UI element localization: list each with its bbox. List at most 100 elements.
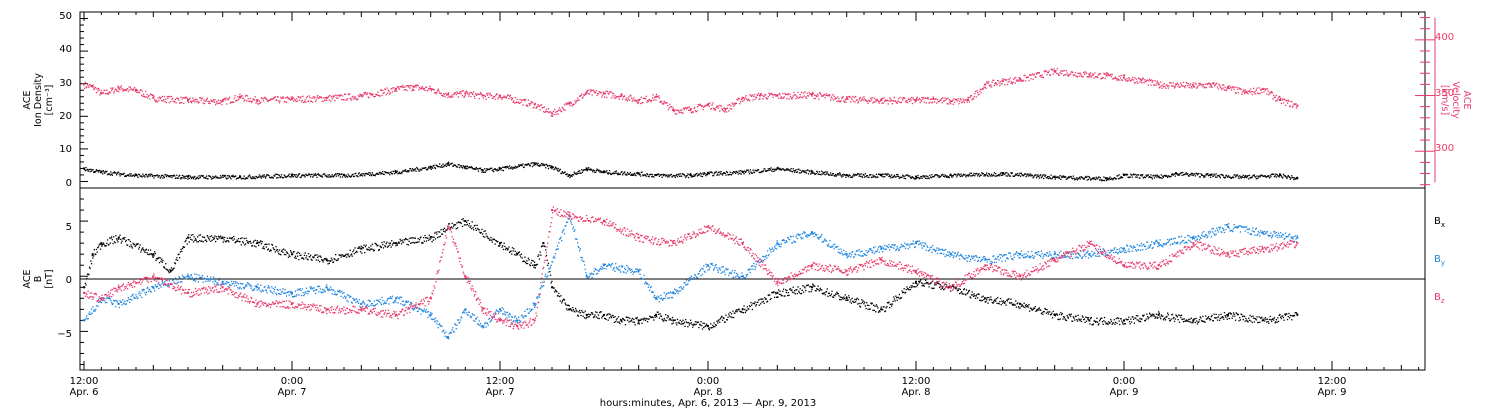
density-dot xyxy=(348,175,350,177)
density-dot xyxy=(346,176,349,178)
density-dot xyxy=(655,174,657,177)
velocity-dot xyxy=(146,93,148,96)
bx-dot xyxy=(181,247,184,250)
density-dot xyxy=(423,167,425,169)
density-dot xyxy=(635,172,638,174)
density-dot xyxy=(454,164,456,166)
bx-dot xyxy=(832,296,835,298)
bx-dot xyxy=(412,241,414,244)
density-dot xyxy=(821,173,823,175)
density-dot xyxy=(473,168,475,170)
density-dot xyxy=(1061,175,1063,177)
velocity-dot xyxy=(380,89,382,91)
velocity-dot xyxy=(1284,104,1287,106)
bx-dot xyxy=(671,316,674,319)
density-dot xyxy=(598,169,600,171)
velocity-point xyxy=(707,103,709,106)
velocity-dot xyxy=(362,96,364,98)
velocity-dot xyxy=(343,99,345,101)
velocity-dot xyxy=(309,97,311,99)
velocity-dot xyxy=(1158,87,1160,89)
bx-point xyxy=(811,286,813,289)
bx-dot xyxy=(465,224,467,226)
density-dot xyxy=(285,176,288,178)
velocity-dot xyxy=(183,97,186,99)
density-dot xyxy=(364,175,366,177)
velocity-dot xyxy=(556,110,559,112)
density-dot xyxy=(329,176,331,178)
bx-dot xyxy=(346,254,349,256)
density-dot xyxy=(837,173,839,175)
density-dot xyxy=(529,164,532,167)
density-dot xyxy=(1235,175,1237,177)
bx-dot xyxy=(246,240,248,242)
density-dot xyxy=(389,174,391,176)
bx-dot xyxy=(595,316,597,318)
velocity-dot xyxy=(322,100,324,103)
velocity-dot xyxy=(1043,70,1045,72)
velocity-dot xyxy=(714,108,716,110)
velocity-dot xyxy=(1247,93,1249,95)
density-dot xyxy=(656,173,658,175)
density-dot xyxy=(179,177,181,179)
bx-dot xyxy=(402,241,404,243)
velocity-dot xyxy=(163,95,165,98)
bx-dot xyxy=(632,321,634,323)
velocity-dot xyxy=(534,102,536,105)
density-dot xyxy=(278,174,280,176)
velocity-dot xyxy=(321,97,323,99)
density-dot xyxy=(851,176,853,179)
bx-dot xyxy=(747,308,749,310)
density-dot xyxy=(1274,175,1276,177)
density-dot xyxy=(1069,176,1071,178)
velocity-dot xyxy=(274,96,276,98)
velocity-dot xyxy=(805,97,808,99)
density-dot xyxy=(290,173,292,175)
velocity-dot xyxy=(399,86,401,88)
velocity-dot xyxy=(378,95,380,97)
velocity-dot xyxy=(905,101,907,103)
density-dot xyxy=(698,173,700,175)
bx-dot xyxy=(419,237,421,239)
velocity-dot xyxy=(592,89,594,91)
bx-dot xyxy=(685,321,688,323)
velocity-dot xyxy=(463,96,466,98)
density-dot xyxy=(955,174,957,176)
velocity-dot xyxy=(552,110,554,112)
density-dot xyxy=(938,175,940,177)
bx-dot xyxy=(727,316,729,318)
velocity-dot xyxy=(545,108,548,111)
density-dot xyxy=(518,165,520,167)
bx-dot xyxy=(357,247,360,249)
velocity-dot xyxy=(642,102,644,104)
bx-dot xyxy=(703,326,705,329)
bx-dot xyxy=(547,262,550,264)
bx-dot xyxy=(563,298,565,300)
density-dot xyxy=(708,173,710,175)
velocity-dot xyxy=(716,105,718,107)
density-dot xyxy=(711,172,713,174)
velocity-dot xyxy=(1201,84,1203,86)
density-dot xyxy=(626,171,629,174)
density-dot xyxy=(276,173,278,176)
density-dot xyxy=(164,173,166,176)
velocity-dot xyxy=(106,89,108,91)
bx-dot xyxy=(589,314,591,316)
velocity-dot xyxy=(164,101,166,103)
density-dot xyxy=(595,171,597,173)
velocity-dot xyxy=(394,89,396,91)
velocity-dot xyxy=(1156,80,1158,82)
density-dot xyxy=(1170,175,1172,177)
velocity-dot xyxy=(255,102,257,104)
bx-dot xyxy=(411,242,413,244)
bx-dot xyxy=(744,308,746,311)
density-dot xyxy=(282,177,284,179)
density-dot xyxy=(930,177,932,179)
bx-dot xyxy=(588,313,590,315)
velocity-dot xyxy=(1288,100,1290,102)
density-dot xyxy=(747,169,749,171)
velocity-dot xyxy=(461,90,463,92)
bx-dot xyxy=(745,310,747,312)
density-dot xyxy=(604,171,606,174)
bx-dot xyxy=(704,325,706,328)
